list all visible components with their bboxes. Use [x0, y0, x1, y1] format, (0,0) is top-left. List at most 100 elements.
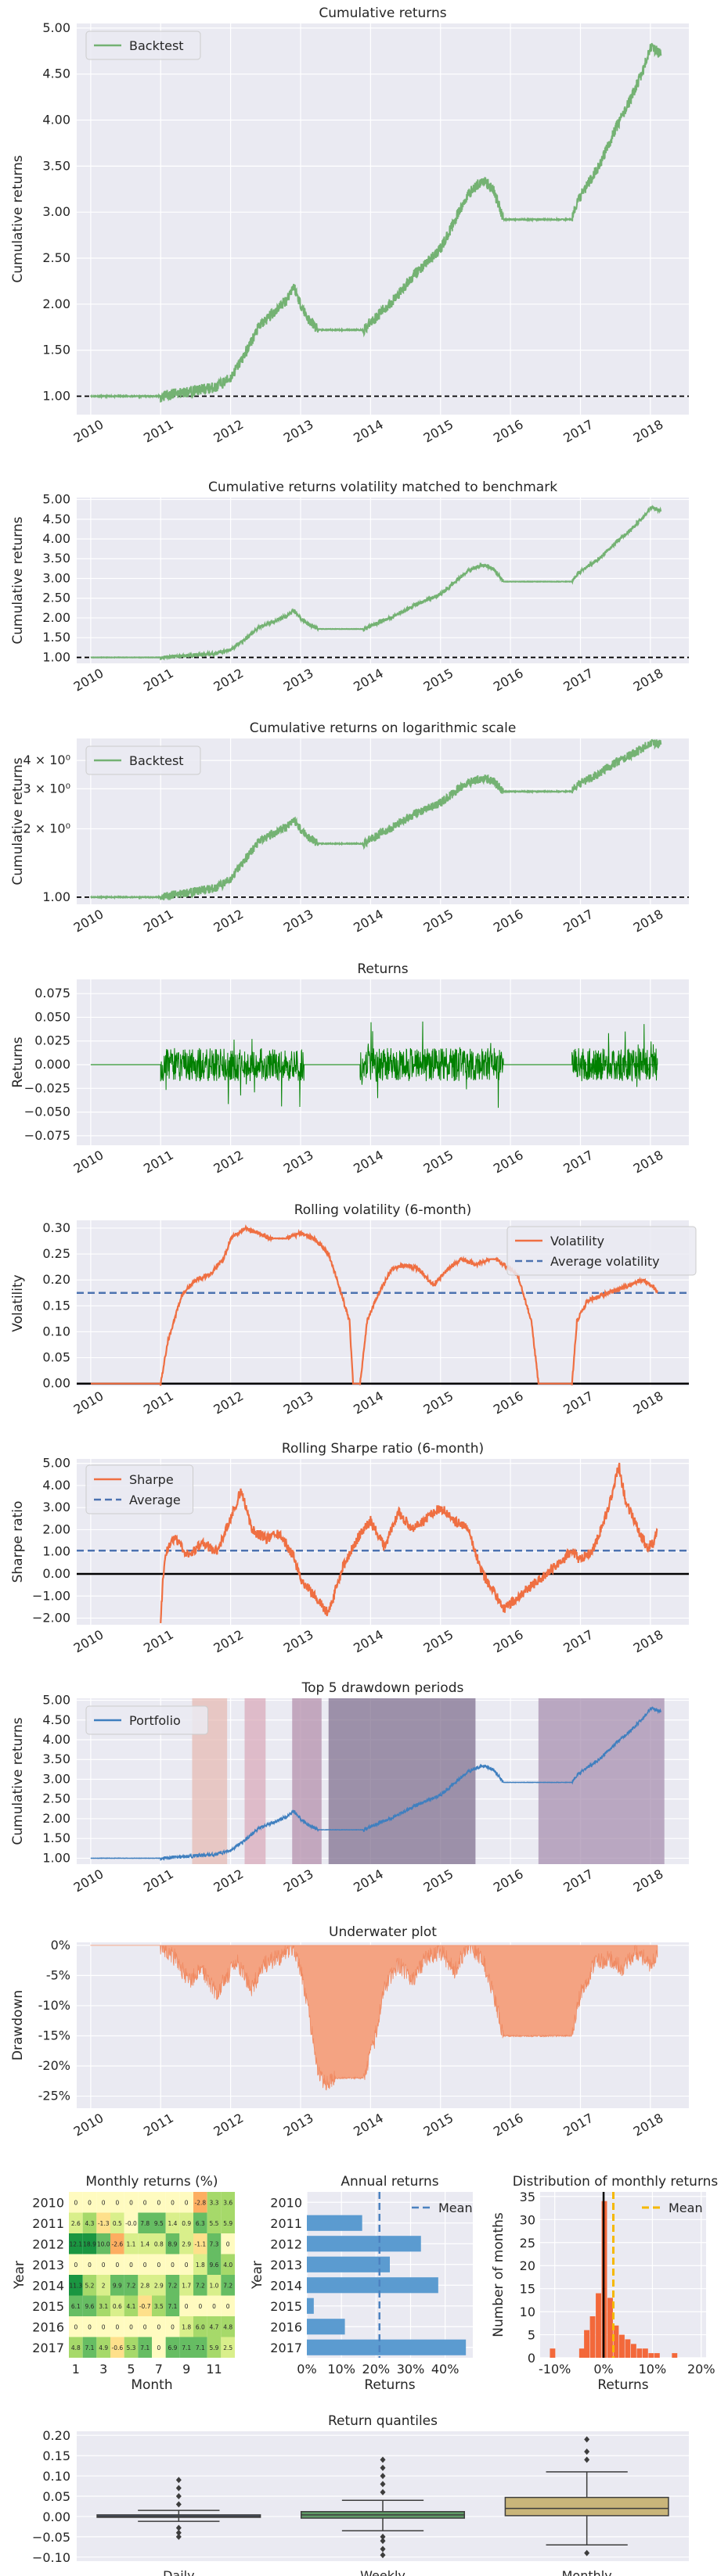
heatmap-cell-label: 6.1	[71, 2303, 81, 2310]
heatmap-cell-label: -2.6	[112, 2240, 124, 2247]
heatmap-cell-label: -0.6	[112, 2344, 124, 2351]
heatmap-cell-label: 0	[115, 2199, 119, 2206]
x-tick-label: 2014	[351, 907, 386, 936]
heatmap-cell	[138, 2337, 152, 2358]
y-tick-label: 3.00	[42, 1500, 70, 1514]
y-tick-label: 2011	[32, 2216, 64, 2231]
x-tick-label: 2012	[211, 1627, 246, 1656]
x-tick-label: 2010	[71, 666, 106, 695]
heatmap-cell-label: 18.9	[83, 2240, 96, 2247]
y-tick-label: 2011	[270, 2216, 302, 2231]
heatmap-cell	[193, 2254, 207, 2275]
heatmap-cell	[138, 2295, 152, 2316]
y-tick-label: 2.50	[42, 591, 70, 605]
y-tick-label: −0.025	[24, 1080, 70, 1095]
heatmap-cell-label: 7.2	[223, 2282, 232, 2289]
x-tick-label: 20%	[687, 2362, 715, 2377]
y-tick-label: 25	[520, 2236, 535, 2251]
y-tick-label: 0%	[51, 1938, 70, 1953]
heatmap-cell-label: 0	[115, 2323, 119, 2330]
heatmap-cell-label: 1.1	[127, 2240, 136, 2247]
heatmap-cell-label: 4.8	[223, 2323, 232, 2330]
heatmap-cell-label: 7.2	[196, 2282, 205, 2289]
chart-title: Cumulative returns volatility matched to…	[208, 480, 557, 495]
y-tick-label: 3.50	[42, 551, 70, 566]
y-tick-label: −2.00	[32, 1611, 70, 1626]
heatmap-cell-label: 1.8	[182, 2323, 191, 2330]
heatmap-cell-label: 9.6	[85, 2303, 95, 2310]
quantiles-panel: −0.10 −0.05 0.00 0.05 0.10 0.15 0.20 Daily Weekl…	[32, 2413, 689, 2576]
y-tick-label: 0.025	[34, 1033, 70, 1048]
heatmap-cell	[96, 2295, 110, 2316]
x-tick-label: 2017	[560, 1627, 596, 1656]
heatmap-cell-label: 7.1	[168, 2303, 178, 2310]
drawdown-panel: 1.00 1.50 2.00 2.50 3.00 3.50 4.00 4.50 5.00 2010…	[10, 1680, 689, 1895]
rollvol-panel: 0.00 0.05 0.10 0.15 0.20 0.25 0.30 2010 2011 2012…	[10, 1202, 697, 1417]
heatmap-cell	[179, 2275, 193, 2296]
heatmap-cell-label: 0	[129, 2199, 133, 2206]
heatmap-cell-label: 0	[226, 2303, 230, 2310]
legend-label: Average	[129, 1493, 181, 1507]
heatmap-cell-label: 3.3	[210, 2199, 219, 2206]
y-tick-label: 1.00	[42, 889, 70, 904]
histogram-bar	[613, 2325, 619, 2358]
histogram-bar	[550, 2348, 556, 2358]
x-tick-label: 2013	[281, 1148, 316, 1177]
heatmap-cell	[221, 2212, 235, 2233]
histogram-bar	[636, 2348, 643, 2358]
heatmap-cell-label: 8.9	[168, 2240, 178, 2247]
heatmap-cell-label: 1.0	[210, 2282, 219, 2289]
heatmap-cell-label: 0.8	[154, 2240, 164, 2247]
heatmap-cell	[165, 2337, 180, 2358]
heatmap-cell	[96, 2316, 110, 2337]
x-tick-label: 2017	[560, 417, 596, 446]
histogram-bar	[578, 2348, 585, 2358]
y-tick-label: 4.00	[42, 1478, 70, 1493]
outlier-marker	[380, 2538, 386, 2545]
y-tick-label: 3 × 10⁰	[23, 781, 70, 796]
legend-box	[506, 1226, 697, 1276]
y-tick-label: 2010	[270, 2195, 302, 2210]
histogram-bar	[672, 2353, 678, 2358]
y-tick-label: 10	[520, 2305, 535, 2319]
series-line	[89, 42, 662, 403]
outlier-marker	[380, 2464, 386, 2471]
y-axis-label: Cumulative returns	[10, 516, 26, 644]
outlier-marker	[175, 2493, 182, 2499]
x-tick-label: 2011	[141, 907, 176, 936]
outlier-marker	[175, 2533, 182, 2540]
y-tick-label: 0.050	[34, 1009, 70, 1024]
y-tick-label: 3.00	[42, 570, 70, 585]
heatmap-cell-label: -1.1	[195, 2240, 207, 2247]
chart-title: Monthly returns (%)	[85, 2174, 218, 2190]
heatmap-cell-label: 0	[74, 2262, 77, 2269]
y-axis-label: Year	[12, 2261, 27, 2290]
heatmap-cell-label: 0	[226, 2240, 230, 2247]
heatmap-cell-label: 5.5	[210, 2220, 219, 2227]
heatmap-cell	[152, 2212, 166, 2233]
heatmap-cell	[69, 2254, 83, 2275]
x-tick-label: 1	[72, 2362, 80, 2377]
heatmap-cell-label: 2.8	[140, 2282, 150, 2289]
heatmap-cell-label: 5.9	[210, 2344, 219, 2351]
x-tick-label: 2016	[491, 1627, 526, 1656]
heatmap-cell	[165, 2233, 180, 2254]
x-tick-label: 2016	[491, 666, 526, 695]
x-tick-label: 2014	[351, 1627, 386, 1656]
chart-title: Underwater plot	[329, 1924, 437, 1940]
series-line	[90, 505, 662, 661]
heatmap-cell	[124, 2254, 139, 2275]
x-tick-label: 2013	[281, 1389, 316, 1417]
x-tick-label: 11	[206, 2362, 222, 2377]
heatmap-cell-label: 12.1	[69, 2240, 82, 2247]
heatmap-cell-label: 4.7	[210, 2323, 219, 2330]
x-tick-label: 2015	[421, 1866, 456, 1895]
x-tick-label: 2017	[560, 1389, 596, 1417]
drawdown-period	[328, 1698, 476, 1864]
heatmap-cell	[207, 2275, 222, 2296]
y-tick-label: 1.00	[42, 1850, 70, 1865]
histogram-bar	[619, 2334, 625, 2358]
heatmap-cell-label: 0	[143, 2262, 147, 2269]
heatmap-cell-label: 2.9	[182, 2240, 191, 2247]
histogram-bar	[596, 2293, 601, 2358]
